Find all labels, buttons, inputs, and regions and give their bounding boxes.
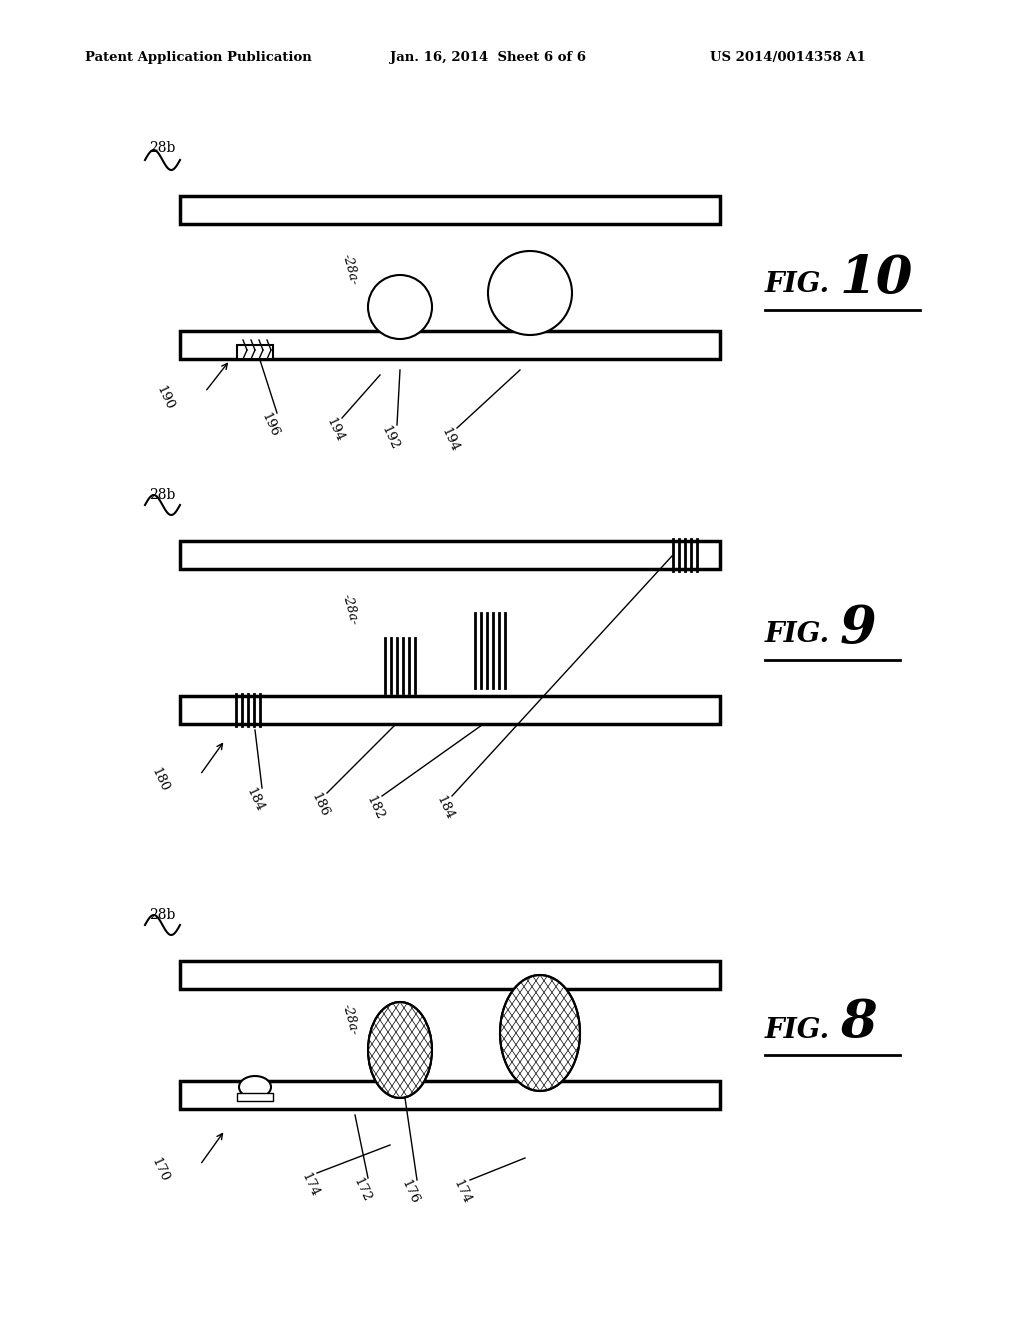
Text: 170: 170	[148, 1156, 171, 1184]
Text: -28a-: -28a-	[340, 1003, 360, 1038]
Text: 8: 8	[840, 998, 877, 1048]
Text: FIG.: FIG.	[765, 1016, 830, 1044]
Text: 182: 182	[364, 793, 386, 822]
Text: 174: 174	[299, 1171, 322, 1199]
Bar	[180, 195, 720, 224]
Ellipse shape	[368, 1002, 432, 1098]
Ellipse shape	[239, 1076, 271, 1098]
Text: 10: 10	[840, 252, 913, 304]
Text: FIG.: FIG.	[765, 622, 830, 648]
Text: 194: 194	[438, 426, 461, 454]
Text: 180: 180	[148, 766, 171, 795]
Bar	[180, 331, 720, 359]
Text: 172: 172	[351, 1176, 373, 1204]
Text: 190: 190	[154, 384, 176, 412]
Bar	[180, 541, 720, 569]
Text: 176: 176	[398, 1177, 421, 1206]
Bar	[180, 961, 720, 989]
Text: Jan. 16, 2014  Sheet 6 of 6: Jan. 16, 2014 Sheet 6 of 6	[390, 51, 586, 65]
Circle shape	[368, 275, 432, 339]
Bar	[237, 1093, 273, 1101]
Text: 28b: 28b	[148, 141, 175, 154]
Ellipse shape	[500, 975, 580, 1092]
Text: 196: 196	[259, 411, 282, 440]
Text: Patent Application Publication: Patent Application Publication	[85, 51, 311, 65]
Circle shape	[488, 251, 572, 335]
Bar	[237, 345, 273, 359]
Text: 184: 184	[434, 793, 457, 822]
Text: 186: 186	[309, 791, 331, 820]
Bar	[180, 696, 720, 723]
Text: 194: 194	[324, 416, 346, 445]
Text: 28b: 28b	[148, 908, 175, 921]
Text: 192: 192	[379, 424, 401, 453]
Text: 184: 184	[244, 785, 266, 814]
Text: 28b: 28b	[148, 488, 175, 502]
Text: 174: 174	[451, 1177, 473, 1206]
Text: US 2014/0014358 A1: US 2014/0014358 A1	[710, 51, 865, 65]
Text: 9: 9	[840, 602, 877, 653]
Text: -28a-: -28a-	[340, 593, 360, 627]
Text: -28a-: -28a-	[340, 253, 360, 288]
Bar	[180, 1081, 720, 1109]
Text: FIG.: FIG.	[765, 272, 830, 298]
